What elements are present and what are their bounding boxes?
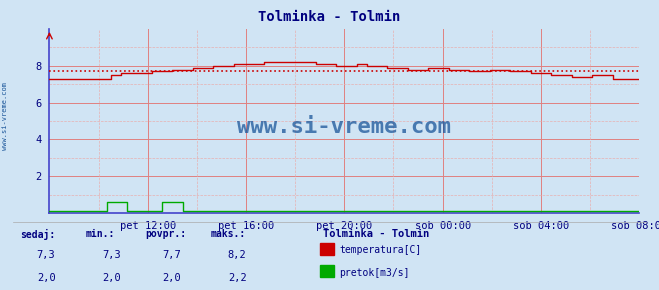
Text: min.:: min.: — [86, 229, 115, 239]
Text: 8,2: 8,2 — [228, 250, 246, 260]
Text: 2,2: 2,2 — [228, 273, 246, 282]
Text: www.si-vreme.com: www.si-vreme.com — [2, 82, 9, 150]
Text: 7,7: 7,7 — [162, 250, 181, 260]
Text: 2,0: 2,0 — [37, 273, 55, 282]
Bar — [320, 243, 334, 255]
Text: 7,3: 7,3 — [37, 250, 55, 260]
Text: Tolminka - Tolmin: Tolminka - Tolmin — [258, 10, 401, 24]
Text: 2,0: 2,0 — [162, 273, 181, 282]
Text: maks.:: maks.: — [211, 229, 246, 239]
Text: www.si-vreme.com: www.si-vreme.com — [237, 117, 451, 137]
Text: 2,0: 2,0 — [103, 273, 121, 282]
Text: Tolminka - Tolmin: Tolminka - Tolmin — [323, 229, 429, 239]
Text: povpr.:: povpr.: — [145, 229, 186, 239]
Text: sedaj:: sedaj: — [20, 229, 55, 240]
Bar — [320, 265, 334, 278]
Text: 7,3: 7,3 — [103, 250, 121, 260]
Text: pretok[m3/s]: pretok[m3/s] — [339, 268, 410, 278]
Text: temperatura[C]: temperatura[C] — [339, 245, 422, 255]
